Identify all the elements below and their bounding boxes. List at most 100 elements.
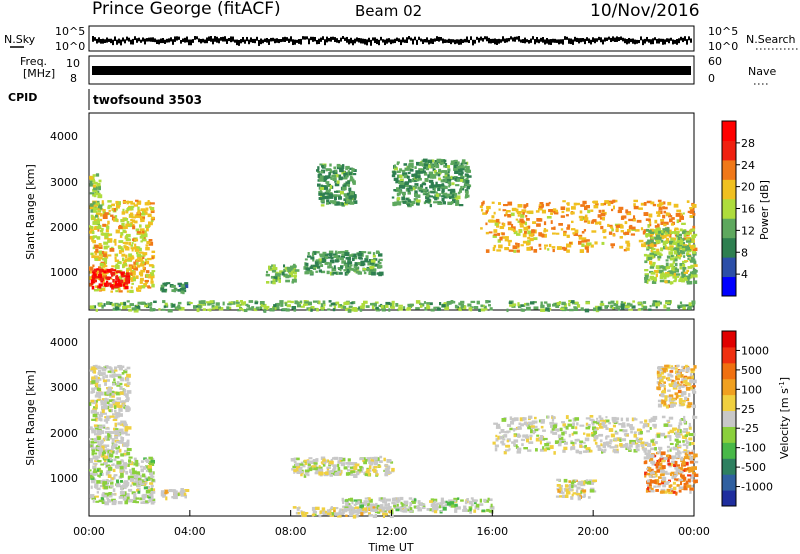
data-cell bbox=[674, 478, 679, 481]
data-cell bbox=[91, 449, 96, 453]
data-cell bbox=[101, 501, 105, 505]
data-cell bbox=[107, 204, 112, 208]
data-cell bbox=[108, 238, 113, 242]
data-cell bbox=[446, 194, 451, 198]
data-cell bbox=[126, 377, 129, 381]
data-cell bbox=[691, 479, 695, 482]
data-cell bbox=[453, 192, 458, 196]
data-cell bbox=[320, 303, 324, 308]
data-cell bbox=[149, 207, 155, 211]
data-cell bbox=[629, 426, 635, 431]
data-cell bbox=[668, 424, 673, 427]
data-cell bbox=[147, 257, 152, 261]
data-cell bbox=[405, 181, 410, 185]
data-cell bbox=[686, 237, 692, 240]
data-cell bbox=[99, 481, 102, 484]
data-cell bbox=[504, 247, 509, 251]
nsky-mark bbox=[424, 39, 426, 43]
data-cell bbox=[304, 271, 309, 275]
data-cell bbox=[111, 477, 114, 480]
data-cell bbox=[354, 266, 359, 269]
data-cell bbox=[661, 480, 666, 483]
nsky-mark bbox=[664, 39, 666, 45]
data-cell bbox=[105, 255, 109, 259]
data-cell bbox=[337, 304, 342, 308]
data-cell bbox=[121, 437, 125, 441]
data-cell bbox=[686, 249, 692, 253]
data-cell bbox=[347, 180, 351, 184]
data-cell bbox=[97, 208, 100, 211]
data-cell bbox=[512, 417, 516, 422]
data-cell bbox=[100, 278, 105, 282]
data-cell bbox=[95, 285, 99, 289]
data-cell bbox=[353, 268, 357, 272]
data-cell bbox=[332, 253, 337, 256]
data-cell bbox=[589, 487, 595, 491]
data-cell bbox=[430, 503, 434, 507]
data-cell bbox=[107, 480, 112, 483]
data-cell bbox=[133, 496, 137, 501]
data-cell bbox=[665, 259, 669, 262]
data-cell bbox=[675, 247, 680, 252]
nsky-mark bbox=[466, 36, 468, 43]
data-cell bbox=[659, 462, 663, 467]
data-cell bbox=[547, 415, 550, 419]
data-cell bbox=[130, 270, 133, 273]
nsky-mark bbox=[130, 39, 132, 45]
data-cell bbox=[326, 468, 330, 472]
data-cell bbox=[493, 233, 498, 236]
data-cell bbox=[688, 280, 693, 285]
data-cell bbox=[114, 366, 118, 370]
data-cell bbox=[126, 233, 131, 238]
data-cell bbox=[104, 459, 107, 464]
data-cell bbox=[660, 235, 665, 240]
data-cell bbox=[568, 419, 572, 422]
data-cell bbox=[660, 247, 664, 252]
data-cell bbox=[681, 461, 686, 466]
data-cell bbox=[632, 440, 636, 444]
nsky-mark bbox=[202, 38, 204, 43]
nsky-mark bbox=[592, 37, 594, 43]
data-cell bbox=[553, 210, 556, 214]
data-cell bbox=[367, 512, 371, 516]
data-cell bbox=[378, 253, 383, 257]
data-cell bbox=[116, 381, 120, 386]
data-cell bbox=[539, 232, 542, 237]
data-cell bbox=[95, 248, 99, 253]
data-cell bbox=[616, 417, 620, 421]
data-cell bbox=[579, 218, 583, 221]
data-cell bbox=[610, 304, 614, 309]
data-cell bbox=[130, 278, 134, 282]
data-cell bbox=[419, 187, 423, 191]
data-cell bbox=[342, 501, 345, 504]
nsky-mark bbox=[182, 38, 184, 42]
data-cell bbox=[109, 301, 113, 306]
data-cell bbox=[93, 424, 98, 427]
data-cell bbox=[653, 241, 656, 245]
data-cell bbox=[540, 425, 544, 429]
data-cell bbox=[651, 419, 656, 422]
data-cell bbox=[91, 380, 96, 384]
data-cell bbox=[601, 421, 606, 426]
data-cell bbox=[438, 170, 442, 174]
data-cell bbox=[452, 199, 456, 204]
nsky-mark bbox=[106, 37, 108, 43]
data-cell bbox=[90, 283, 93, 286]
nsky-mark bbox=[626, 39, 628, 45]
data-cell bbox=[496, 225, 500, 228]
data-cell bbox=[538, 205, 544, 209]
data-cell bbox=[271, 269, 277, 273]
data-cell bbox=[433, 201, 438, 204]
data-cell bbox=[407, 199, 411, 203]
data-cell bbox=[380, 497, 383, 501]
data-cell bbox=[563, 430, 567, 435]
data-cell bbox=[566, 234, 570, 238]
data-cell bbox=[559, 484, 563, 488]
nsky-mark bbox=[276, 38, 278, 43]
data-cell bbox=[105, 427, 110, 430]
nsky-mark bbox=[274, 38, 276, 44]
data-cell bbox=[279, 300, 284, 304]
data-cell bbox=[118, 440, 122, 444]
data-cell bbox=[368, 498, 373, 503]
data-cell bbox=[623, 249, 628, 252]
